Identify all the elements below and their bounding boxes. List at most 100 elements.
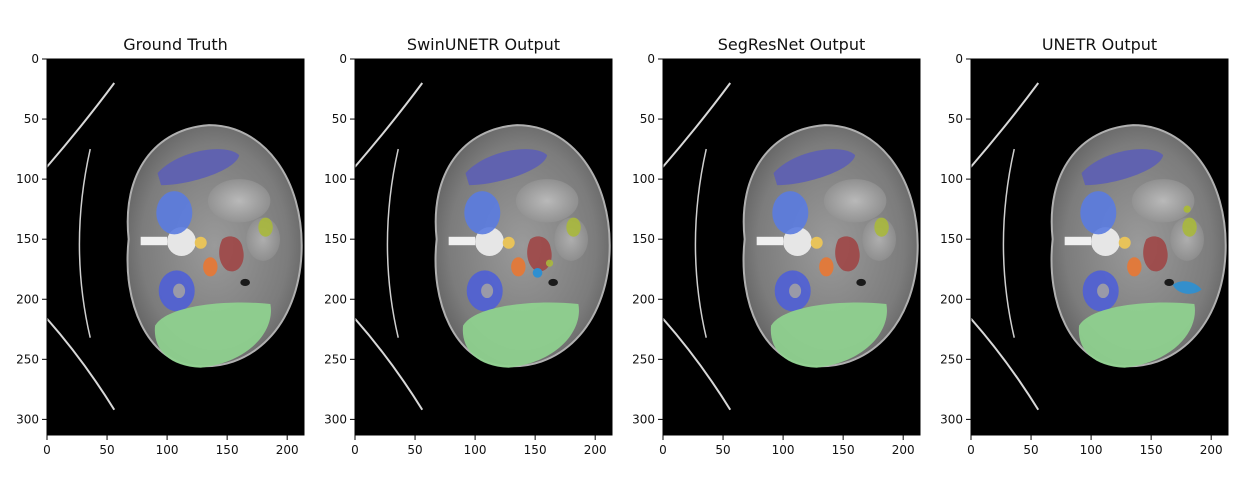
red-organ-mask: [219, 236, 244, 272]
y-tick-label: 100: [632, 172, 655, 186]
bowel-loops: [515, 179, 579, 223]
extra-pred-mask: [545, 259, 554, 267]
y-tick-label: 100: [940, 172, 963, 186]
liver-mask: [1078, 302, 1195, 368]
pancreas-pred-mask: [1172, 281, 1202, 294]
y-tick-label: 50: [24, 112, 39, 126]
y-tick-label: 150: [16, 232, 39, 246]
y-tick-label: 300: [940, 412, 963, 426]
x-tick-label: 100: [1080, 443, 1103, 457]
x-tick-label: 200: [892, 443, 915, 457]
panel-swin: SwinUNETR Output 0 50 100 150 200 0 50 100 150 200…: [324, 35, 613, 457]
ct-image: [47, 59, 304, 435]
liver-mask: [154, 302, 271, 368]
y-tick-label: 300: [16, 412, 39, 426]
ivc-mask: [511, 257, 526, 277]
x-tick-label: 200: [584, 443, 607, 457]
kidney-upper-mask: [772, 191, 809, 235]
ivc-mask: [203, 257, 218, 277]
kidney-lower-pelvis: [481, 283, 494, 299]
y-tick-label: 0: [955, 52, 963, 66]
spinous-process: [756, 236, 784, 246]
table-line-lower: [663, 317, 732, 411]
spleen-mask: [773, 149, 856, 186]
panel-title: UNETR Output: [1042, 35, 1157, 54]
table-arc: [694, 148, 707, 338]
x-tick-label: 100: [156, 443, 179, 457]
air-pocket: [856, 278, 866, 287]
x-tick-label: 150: [832, 443, 855, 457]
table-line-upper: [355, 82, 424, 169]
y-tick-label: 150: [324, 232, 347, 246]
x-tick-label: 0: [967, 443, 975, 457]
y-tick-label: 0: [31, 52, 39, 66]
ct-image: [663, 59, 920, 435]
axes-frame: [46, 58, 305, 436]
spleen-mask: [157, 149, 240, 186]
x-tick-label: 50: [1023, 443, 1038, 457]
liver-mask: [462, 302, 579, 368]
table-arc: [78, 148, 91, 338]
axes-frame: [354, 58, 613, 436]
aorta-mask: [1118, 236, 1131, 249]
panel-gt: Ground Truth 0 50 100 150 200 0 50 100 150 200 250 3…: [16, 35, 305, 457]
ct-image: [355, 59, 612, 435]
kidney-lower-pelvis: [1097, 283, 1110, 299]
x-tick-label: 200: [1200, 443, 1223, 457]
spleen-mask: [1081, 149, 1164, 186]
y-tick-label: 300: [632, 412, 655, 426]
axes-frame: [970, 58, 1229, 436]
panel-title: SwinUNETR Output: [407, 35, 560, 54]
bowel-loops: [207, 179, 271, 223]
x-tick-label: 150: [524, 443, 547, 457]
table-line-upper: [47, 82, 116, 169]
spinous-process: [140, 236, 168, 246]
air-pocket: [548, 278, 558, 287]
table-line-upper: [971, 82, 1040, 169]
kidney-lower-pelvis: [789, 283, 802, 299]
y-tick-label: 50: [640, 112, 655, 126]
pancreas-pred-mask: [532, 268, 543, 278]
y-tick-label: 250: [632, 352, 655, 366]
table-line-lower: [971, 317, 1040, 411]
panel-title: Ground Truth: [123, 35, 228, 54]
gallbladder-mask: [1182, 217, 1197, 237]
y-tick-label: 150: [940, 232, 963, 246]
kidney-upper-mask: [1080, 191, 1117, 235]
table-arc: [386, 148, 399, 338]
x-tick-label: 100: [772, 443, 795, 457]
gallbladder-mask: [874, 217, 889, 237]
liver-mask: [770, 302, 887, 368]
y-tick-label: 250: [324, 352, 347, 366]
y-tick-label: 100: [16, 172, 39, 186]
kidney-lower-pelvis: [173, 283, 186, 299]
panel-unetr: UNETR Output 0 50 100 150 200 0 50 100 150 200 250 3…: [940, 35, 1229, 457]
y-tick-label: 200: [940, 292, 963, 306]
vertebra: [167, 227, 196, 257]
x-tick-label: 100: [464, 443, 487, 457]
air-pocket: [1164, 278, 1174, 287]
red-organ-mask: [835, 236, 860, 272]
ct-image: [971, 59, 1228, 435]
y-tick-label: 300: [324, 412, 347, 426]
bowel-loops: [823, 179, 887, 223]
spinous-process: [1064, 236, 1092, 246]
x-tick-label: 150: [216, 443, 239, 457]
air-pocket: [240, 278, 250, 287]
table-line-lower: [47, 317, 116, 411]
x-tick-label: 50: [99, 443, 114, 457]
gallbladder-mask: [566, 217, 581, 237]
y-tick-label: 250: [940, 352, 963, 366]
y-tick-label: 0: [339, 52, 347, 66]
panel-title: SegResNet Output: [718, 35, 865, 54]
y-tick-label: 50: [948, 112, 963, 126]
x-tick-label: 200: [276, 443, 299, 457]
panel-segres: SegResNet Output 0 50 100 150 200 0 50 100 150 200…: [632, 35, 921, 457]
aorta-mask: [810, 236, 823, 249]
y-tick-label: 50: [332, 112, 347, 126]
extra-pred-mask: [1183, 205, 1191, 213]
aorta-mask: [194, 236, 207, 249]
ivc-mask: [1127, 257, 1142, 277]
spinous-process: [448, 236, 476, 246]
